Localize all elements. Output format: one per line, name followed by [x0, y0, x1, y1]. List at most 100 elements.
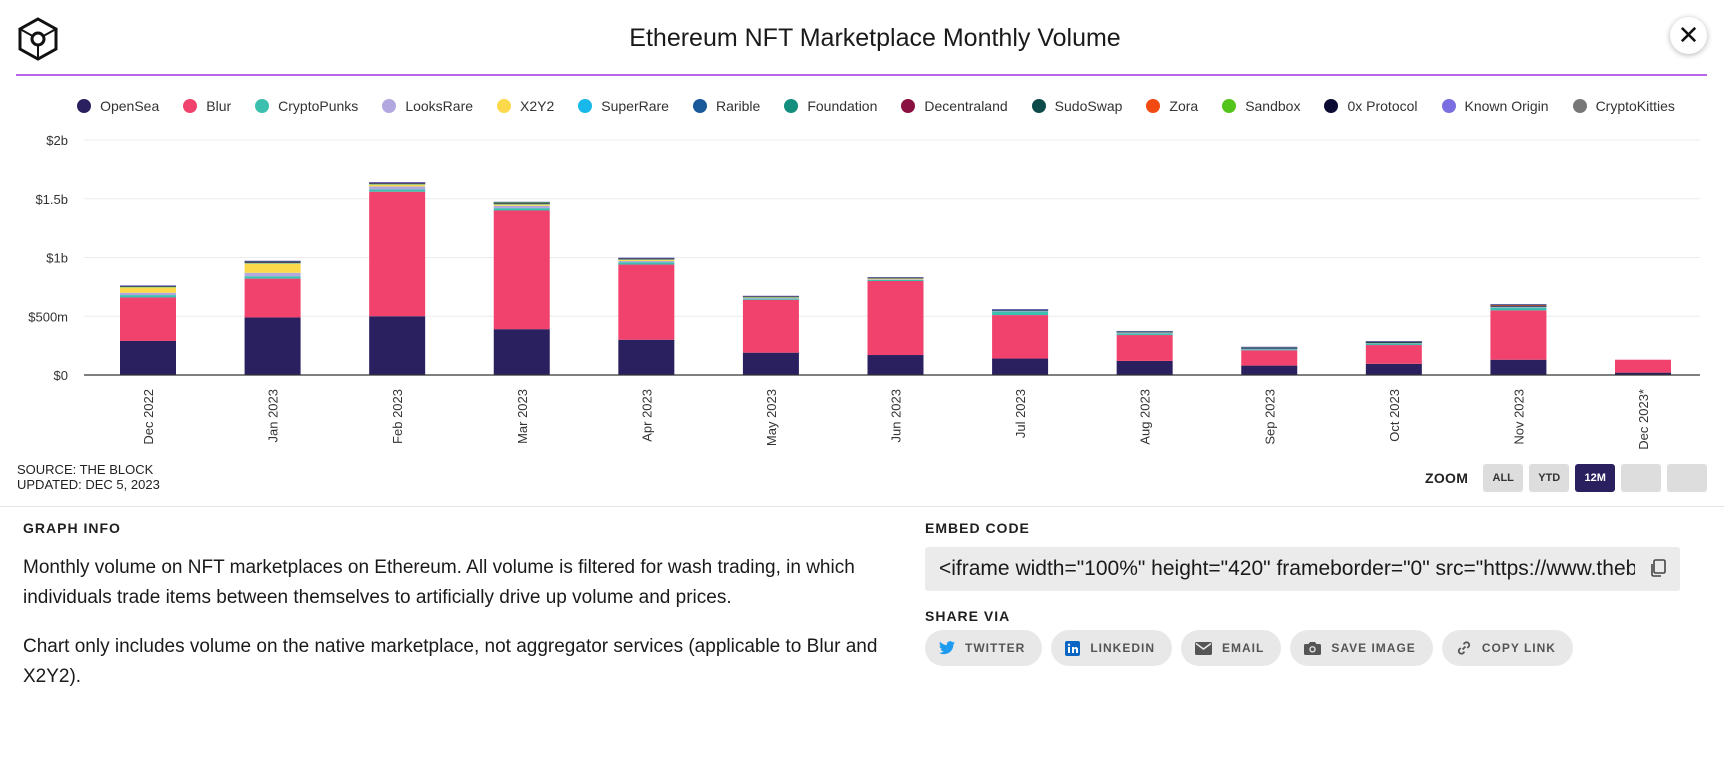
bar-segment-opensea — [120, 340, 176, 375]
bar-segment-looksrare — [1116, 332, 1173, 334]
bar-segment-opensea — [369, 316, 426, 375]
legend-item-blur[interactable]: Blur — [183, 98, 231, 114]
legend-item-foundation[interactable]: Foundation — [784, 98, 877, 114]
y-tick-label: $500m — [28, 309, 68, 324]
x-tick-label: Apr 2023 — [639, 389, 654, 442]
bar-segment-opensea — [618, 339, 675, 375]
share-copy-link-button[interactable]: COPY LINK — [1441, 630, 1573, 666]
legend-item-cryptopunks[interactable]: CryptoPunks — [255, 98, 358, 114]
bar-segment-x2y2 — [120, 286, 176, 293]
bar-segment-known-origin — [369, 182, 426, 183]
legend-label: CryptoKitties — [1595, 98, 1675, 114]
legend-item-rarible[interactable]: Rarible — [692, 98, 761, 114]
legend-item-0x-protocol[interactable]: 0x Protocol — [1324, 98, 1418, 114]
x-tick-label: May 2023 — [764, 389, 779, 446]
close-button[interactable]: ✕ — [1670, 17, 1707, 54]
share-save-image-button[interactable]: SAVE IMAGE — [1290, 630, 1433, 666]
share-email-button[interactable]: EMAIL — [1181, 630, 1282, 666]
legend-swatch — [183, 99, 198, 113]
bar-segment-looksrare — [742, 298, 799, 299]
x-tick-label: Mar 2023 — [515, 389, 530, 444]
header-divider — [16, 74, 1707, 76]
bar-segment-known-origin — [992, 309, 1049, 310]
bar-segment-blur — [369, 191, 426, 317]
zoom-label: ZOOM — [1425, 470, 1469, 486]
copy-icon[interactable] — [1648, 558, 1668, 578]
bar-segment-known-origin — [1241, 346, 1298, 348]
bar-segment-x2y2 — [244, 263, 301, 273]
bar-segment-opensea — [1116, 360, 1173, 375]
bar-segment-blur — [1241, 350, 1298, 366]
share-heading: SHARE VIA — [925, 608, 1011, 624]
legend-item-opensea[interactable]: OpenSea — [77, 98, 159, 114]
embed-section: EMBED CODE <iframe width="100%" height="… — [925, 520, 1680, 666]
zoom-button-5[interactable] — [1667, 464, 1708, 492]
camera-icon — [1304, 642, 1322, 655]
share-linkedin-button[interactable]: LINKEDIN — [1051, 630, 1172, 666]
chart-header: Ethereum NFT Marketplace Monthly Volume … — [0, 0, 1724, 76]
bar-segment-blur — [244, 278, 301, 318]
zoom-all-button[interactable]: ALL — [1483, 464, 1524, 492]
x-tick-label: Nov 2023 — [1511, 389, 1526, 445]
bar-segment-cryptopunks — [369, 189, 426, 192]
embed-code-box[interactable]: <iframe width="100%" height="420" frameb… — [925, 547, 1680, 591]
legend-item-sandbox[interactable]: Sandbox — [1222, 98, 1300, 114]
bar-segment-cryptopunks — [1365, 343, 1422, 346]
legend-item-cryptokitties[interactable]: CryptoKitties — [1572, 98, 1675, 114]
bar-segment-opensea — [992, 358, 1049, 375]
bar-segment-known-origin — [618, 257, 675, 259]
zoom-ytd-button[interactable]: YTD — [1529, 464, 1570, 492]
bar-segment-looksrare — [618, 261, 675, 263]
bar-segment-opensea — [1490, 359, 1547, 375]
stacked-bar-chart: $0 $500m $1b $1.5b $2b Dec 2022 Jan 2023 Feb 20… — [28, 133, 1700, 450]
bar-segment-opensea — [244, 317, 301, 375]
legend-swatch — [784, 99, 799, 113]
legend-item-superrare[interactable]: SuperRare — [578, 98, 669, 114]
legend-label: X2Y2 — [520, 98, 555, 114]
legend-item-looksrare[interactable]: LooksRare — [382, 98, 473, 114]
y-tick-label: $1.5b — [35, 192, 68, 207]
legend-swatch — [1572, 99, 1587, 113]
legend-swatch — [578, 99, 593, 113]
email-icon — [1195, 641, 1212, 655]
embed-heading: EMBED CODE — [925, 520, 1030, 536]
x-tick-label: Jun 2023 — [889, 389, 904, 443]
bar-segment-decentraland — [493, 203, 550, 204]
zoom-button-4[interactable] — [1621, 464, 1662, 492]
share-buttons: TWITTER LINKEDIN EMAIL SAVE IMAGE COPY L… — [925, 630, 1680, 666]
y-tick-label: $0 — [54, 368, 68, 383]
bar-segment-opensea — [493, 329, 550, 375]
legend-item-known-origin[interactable]: Known Origin — [1441, 98, 1549, 114]
bar-segment-opensea — [867, 355, 924, 375]
bar-segment-x2y2 — [493, 204, 550, 206]
bar-segment-x2y2 — [867, 278, 924, 280]
bar-segment-known-origin — [1116, 330, 1173, 332]
bar-segment-sudoswap — [1365, 341, 1422, 343]
bar-segment-looksrare — [1241, 348, 1298, 350]
legend-item-x2y2[interactable]: X2Y2 — [497, 98, 554, 114]
legend-label: Known Origin — [1464, 98, 1549, 114]
share-twitter-button[interactable]: TWITTER — [925, 630, 1043, 666]
bar-segment-looksrare — [493, 205, 550, 209]
bar-segment-cryptopunks — [1241, 349, 1298, 351]
legend-item-decentraland[interactable]: Decentraland — [901, 98, 1008, 114]
bar-segment-blur — [1116, 335, 1173, 361]
bar-segment-sandbox — [493, 202, 550, 204]
zoom-12m-button[interactable]: 12M — [1575, 464, 1616, 492]
bar-segment-looksrare — [244, 272, 301, 277]
legend-label: Decentraland — [924, 98, 1008, 114]
legend-label: Sandbox — [1245, 98, 1301, 114]
updated-label: UPDATED: DEC 5, 2023 — [17, 477, 160, 492]
bar-segment-decentraland — [120, 286, 176, 287]
legend-item-sudoswap[interactable]: SudoSwap — [1031, 98, 1122, 114]
bar-segment-looksrare — [1365, 343, 1422, 344]
bar-segment-blur — [618, 264, 675, 340]
embed-code-text[interactable]: <iframe width="100%" height="420" frameb… — [939, 557, 1635, 580]
legend-label: Rarible — [715, 98, 761, 114]
bar-segment-blur — [493, 210, 550, 330]
bar-segment-decentraland — [618, 258, 675, 260]
bar-segment-decentraland — [369, 183, 426, 184]
share-save-image-label: SAVE IMAGE — [1331, 641, 1416, 655]
legend-item-zora[interactable]: Zora — [1146, 98, 1198, 114]
bar-segment-cryptopunks — [742, 298, 799, 300]
